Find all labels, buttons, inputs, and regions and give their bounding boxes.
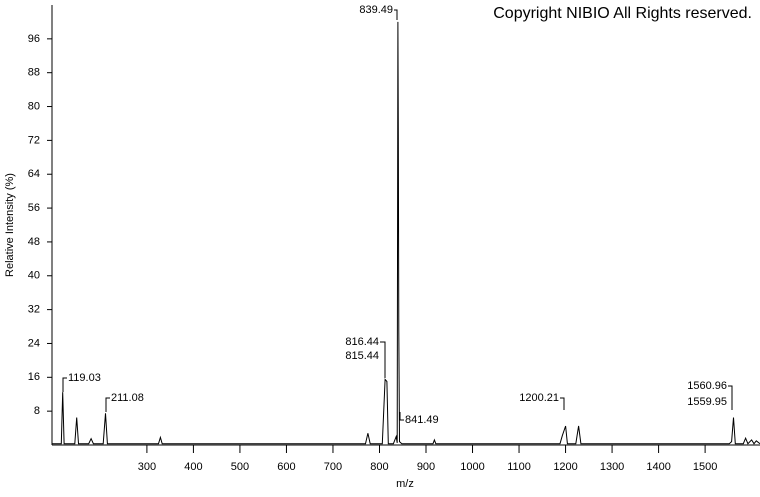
y-tick-label: 32: [28, 304, 40, 316]
x-tick-label: 700: [324, 461, 342, 473]
y-axis-label: Relative Intensity (%): [4, 173, 16, 277]
x-axis-label: m/z: [396, 478, 414, 490]
peak-bracket: [728, 385, 733, 410]
chart-title: Copyright NIBIO All Rights reserved.: [493, 5, 752, 22]
peak-label: 815.44: [345, 350, 379, 362]
peak-bracket: [394, 9, 398, 20]
x-tick-label: 1100: [507, 461, 531, 473]
peak-bracket: [380, 341, 386, 378]
peak-label: 211.08: [111, 392, 144, 404]
x-tick-label: 1500: [693, 461, 717, 473]
peak-label: 1200.21: [519, 392, 559, 404]
x-tick-label: 300: [138, 461, 156, 473]
x-tick-label: 1000: [460, 461, 484, 473]
y-tick-label: 8: [34, 405, 40, 417]
y-tick-label: 24: [28, 337, 40, 349]
y-tick-label: 96: [28, 33, 40, 45]
peak-bracket: [62, 377, 67, 392]
peak-label: 1559.95: [687, 396, 727, 408]
x-tick-label: 600: [277, 461, 295, 473]
y-tick-label: 40: [28, 270, 40, 282]
peak-label: 841.49: [405, 414, 439, 426]
x-tick-label: 400: [184, 461, 202, 473]
peak-label: 839.49: [359, 4, 393, 16]
peak-label: 119.03: [68, 372, 101, 384]
y-tick-label: 80: [28, 100, 40, 112]
y-tick-label: 88: [28, 67, 40, 79]
y-tick-label: 16: [28, 371, 40, 383]
y-tick-label: 72: [28, 134, 40, 146]
peak-bracket: [560, 397, 565, 410]
y-tick-label: 64: [28, 168, 40, 180]
peak-bracket: [105, 397, 110, 412]
spectrum-line: [52, 21, 760, 445]
x-tick-label: 1300: [600, 461, 624, 473]
x-tick-label: 1200: [553, 461, 577, 473]
x-tick-label: 1400: [646, 461, 670, 473]
x-tick-label: 500: [231, 461, 249, 473]
peak-bracket: [399, 412, 404, 421]
x-tick-label: 800: [370, 461, 388, 473]
peak-label: 1560.96: [687, 380, 727, 392]
peak-label: 816.44: [345, 336, 379, 348]
x-tick-label: 900: [417, 461, 435, 473]
y-tick-label: 56: [28, 202, 40, 214]
y-tick-label: 48: [28, 236, 40, 248]
